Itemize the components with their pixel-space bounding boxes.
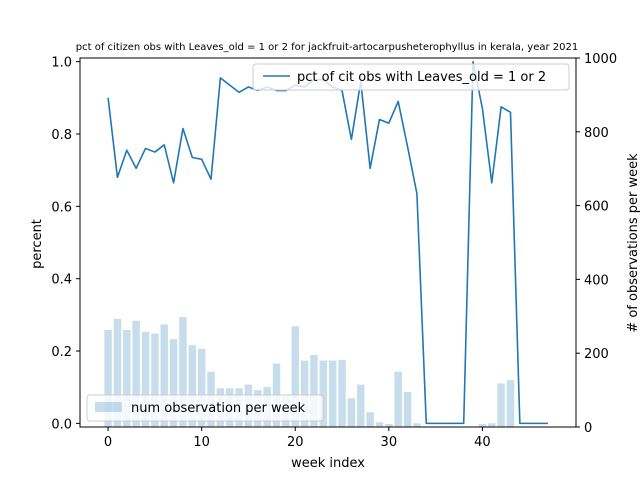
x-tick-label: 40 <box>474 435 491 450</box>
plot-frame <box>79 57 577 428</box>
legend-bars-label: num observation per week <box>131 401 306 416</box>
y-tick-label: 0.4 <box>51 273 72 288</box>
legend-bars-box <box>86 394 324 422</box>
legend-bars-swatch <box>95 402 122 412</box>
bar <box>300 360 309 427</box>
y2-tick-label: 0 <box>584 421 592 436</box>
bar <box>132 320 140 427</box>
x-axis-label: week index <box>291 456 365 471</box>
bar <box>151 333 159 427</box>
bar <box>197 348 206 427</box>
bar <box>310 355 318 427</box>
legend-line-box <box>252 63 570 91</box>
y2-tick-label: 600 <box>584 200 609 215</box>
y-tick-label: 0.0 <box>51 417 72 432</box>
bar <box>291 326 299 427</box>
bar <box>403 391 412 427</box>
y2-axis-label: # of observations per week <box>626 153 640 333</box>
y-tick-label: 0.2 <box>51 345 72 360</box>
bar <box>141 331 150 427</box>
y2-tick-label: 400 <box>584 273 609 288</box>
bar <box>478 424 487 427</box>
y-tick-label: 0.8 <box>51 128 72 143</box>
x-tick-label: 30 <box>381 435 398 450</box>
bar-series <box>104 317 515 427</box>
bar <box>123 329 131 427</box>
bar <box>506 380 515 427</box>
y2-tick-label: 200 <box>584 347 609 362</box>
bar <box>169 339 178 427</box>
bar <box>347 398 356 427</box>
bar <box>104 329 112 427</box>
legend-line: pct of cit obs with Leaves_old = 1 or 2 <box>252 63 570 91</box>
bar <box>497 383 505 427</box>
bar <box>179 317 187 427</box>
y-axis-left: 0.0 0.2 0.4 0.6 0.8 1.0 <box>51 56 80 432</box>
y2-tick-label: 800 <box>584 126 609 141</box>
bar <box>394 371 402 427</box>
bar <box>113 318 122 427</box>
bar <box>338 359 346 427</box>
y-tick-label: 1.0 <box>51 56 72 71</box>
bar <box>357 384 365 427</box>
bar <box>385 424 393 427</box>
bar <box>328 360 337 427</box>
bar <box>366 412 374 427</box>
chart-title: pct of citizen obs with Leaves_old = 1 o… <box>76 42 578 53</box>
legend-bars: num observation per week <box>86 394 324 422</box>
y2-tick-label: 1000 <box>584 52 617 67</box>
x-axis: 0 10 20 30 40 <box>104 427 491 450</box>
bar <box>160 324 168 427</box>
x-tick-label: 20 <box>287 435 304 450</box>
bar <box>375 422 384 427</box>
legend-line-label: pct of cit obs with Leaves_old = 1 or 2 <box>297 70 546 85</box>
x-tick-label: 10 <box>193 435 210 450</box>
bar <box>188 345 197 427</box>
y-axis-right: 0 200 400 600 800 1000 <box>576 52 617 436</box>
bar <box>488 423 496 427</box>
bar <box>413 423 421 427</box>
y-tick-label: 0.6 <box>51 200 72 215</box>
x-tick-label: 0 <box>104 435 112 450</box>
y-axis-label: percent <box>30 219 45 269</box>
bar <box>319 360 328 427</box>
